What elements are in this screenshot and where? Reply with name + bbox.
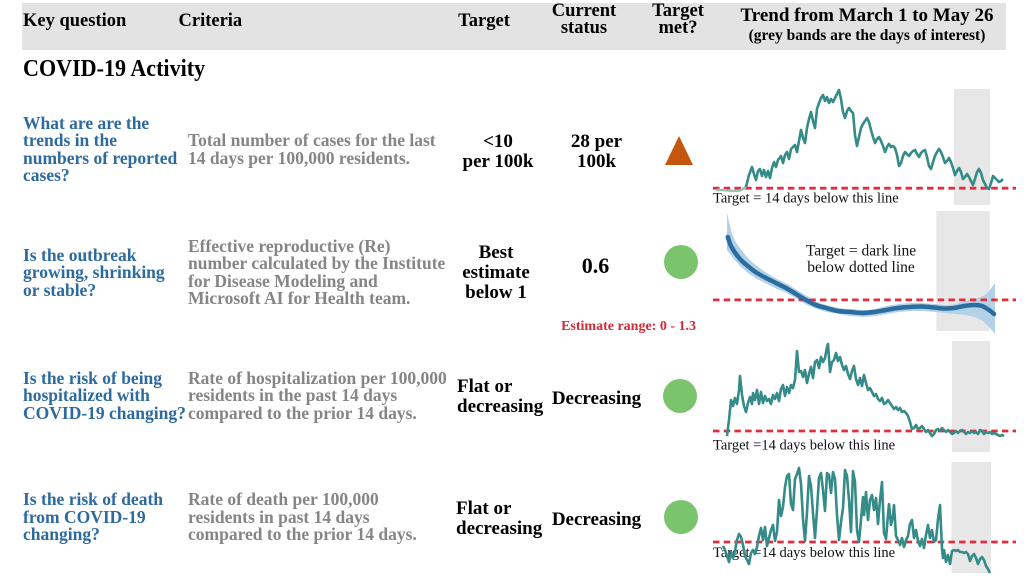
svg-text:Target =14 days below this lin: Target =14 days below this line (713, 545, 895, 561)
svg-text:Target = dark line: Target = dark line (806, 242, 916, 259)
svg-text:Target =14 days below this lin: Target =14 days below this line (713, 438, 895, 454)
svg-text:Target = 14 days below this li: Target = 14 days below this line (713, 191, 899, 207)
svg-text:below dotted line: below dotted line (807, 259, 915, 276)
